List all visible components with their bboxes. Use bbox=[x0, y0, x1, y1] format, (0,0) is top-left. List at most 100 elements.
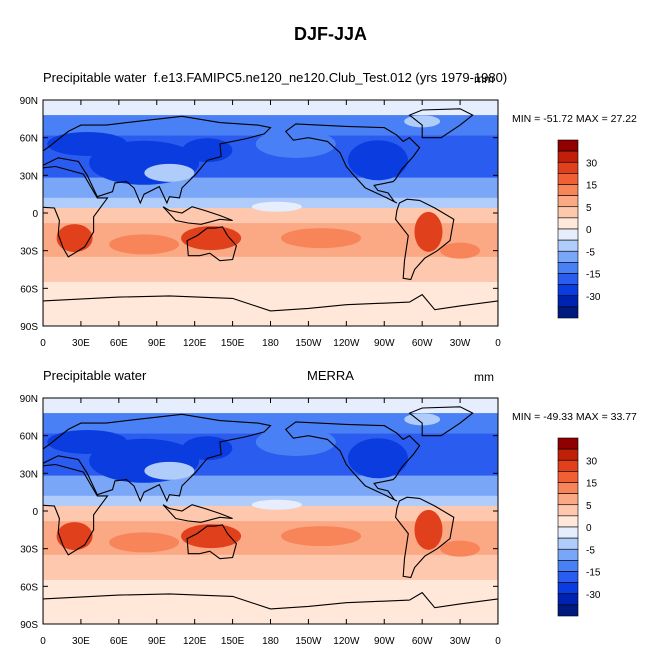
field-blob bbox=[47, 429, 128, 454]
y-tick-label: 60N bbox=[20, 134, 38, 145]
colorbar-swatch bbox=[557, 250, 579, 263]
colorbar-tick-label: -30 bbox=[586, 292, 601, 303]
units-label: mm bbox=[474, 370, 494, 384]
y-tick-label: 30S bbox=[20, 545, 38, 556]
field-blob bbox=[347, 438, 408, 479]
x-tick-label: 0 bbox=[495, 636, 501, 647]
field-blob bbox=[181, 226, 242, 251]
field-band bbox=[43, 505, 498, 522]
colorbar-swatch bbox=[557, 139, 579, 152]
y-tick-label: 60S bbox=[20, 582, 38, 593]
colorbar-swatch bbox=[557, 195, 579, 208]
x-tick-label: 0 bbox=[40, 636, 46, 647]
field-blob bbox=[281, 526, 362, 547]
y-tick-label: 90S bbox=[20, 322, 38, 333]
colorbar-swatch bbox=[557, 284, 579, 297]
greenland-coastline bbox=[408, 406, 474, 437]
colorbar-swatch bbox=[557, 161, 579, 174]
colorbar-swatch bbox=[557, 262, 579, 274]
colorbar-swatch bbox=[557, 548, 579, 561]
colorbar-swatch bbox=[557, 206, 579, 219]
field-blob bbox=[182, 138, 233, 163]
colorbar-swatch bbox=[557, 173, 579, 185]
field-blob bbox=[109, 234, 180, 255]
x-tick-label: 30E bbox=[72, 636, 90, 647]
colorbar-tick-label: 0 bbox=[586, 225, 592, 236]
colorbar-swatch bbox=[557, 482, 579, 494]
field-band bbox=[43, 554, 498, 581]
colorbar-swatch bbox=[557, 571, 579, 583]
left-label: Precipitable water bbox=[43, 368, 147, 383]
field-band bbox=[43, 207, 498, 224]
field-blob bbox=[414, 211, 443, 252]
y-tick-label: 30S bbox=[20, 247, 38, 258]
field-blob bbox=[144, 461, 195, 480]
field-band bbox=[43, 115, 498, 136]
colorbar-tick-label: -15 bbox=[586, 568, 601, 579]
field-blob bbox=[47, 131, 128, 156]
indonesia-coastline bbox=[162, 504, 233, 523]
colorbar-tick-label: 5 bbox=[586, 203, 592, 214]
map-plot: 0 30E 60E 90E 120E 150E 180 150W 120W 90W 60W 30W 09… bbox=[20, 394, 601, 647]
field-layer bbox=[43, 100, 498, 326]
y-tick-label: 60N bbox=[20, 432, 38, 443]
north-america-coastline bbox=[284, 421, 421, 502]
x-tick-label: 180 bbox=[262, 338, 279, 349]
colorbar-swatch bbox=[557, 459, 579, 472]
colorbar-swatch bbox=[557, 273, 579, 285]
colorbar-tick-label: 5 bbox=[586, 501, 592, 512]
antarctica-coastline bbox=[43, 591, 498, 624]
field-blob bbox=[181, 524, 242, 549]
eurasia-coastline bbox=[43, 413, 272, 503]
x-tick-label: 90W bbox=[374, 636, 395, 647]
min-max-label: MIN = -51.72 MAX = 27.22 bbox=[512, 113, 637, 125]
x-tick-label: 30E bbox=[72, 338, 90, 349]
x-tick-label: 0 bbox=[495, 338, 501, 349]
colorbar-swatch bbox=[557, 593, 579, 606]
y-tick-label: 30N bbox=[20, 171, 38, 182]
y-tick-label: 30N bbox=[20, 469, 38, 480]
australia-coastline bbox=[186, 524, 238, 560]
north-america-coastline bbox=[284, 123, 421, 204]
eurasia-coastline bbox=[43, 115, 272, 205]
field-blob bbox=[56, 522, 93, 551]
x-tick-label: 90W bbox=[374, 338, 395, 349]
x-tick-label: 120W bbox=[333, 338, 360, 349]
colorbar-tick-label: 30 bbox=[586, 158, 598, 169]
left-label: Precipitable water bbox=[43, 70, 147, 85]
field-band bbox=[43, 177, 498, 198]
field-blob bbox=[440, 540, 481, 557]
colorbar-swatch bbox=[557, 150, 579, 163]
x-tick-label: 120E bbox=[183, 338, 207, 349]
colorbar-tick-label: -5 bbox=[586, 247, 595, 258]
x-tick-label: 60E bbox=[110, 636, 128, 647]
colorbar-swatch bbox=[557, 184, 579, 196]
map-plot: 0 30E 60E 90E 120E 150E 180 150W 120W 90W 60W 30W 09… bbox=[20, 96, 601, 349]
x-tick-label: 30W bbox=[450, 338, 471, 349]
colorbar-swatch bbox=[557, 217, 579, 230]
center-label: f.e13.FAMIPC5.ne120_ne120.Club_Test.012 … bbox=[153, 70, 508, 85]
south-america-coastline bbox=[395, 496, 455, 579]
field-blob bbox=[281, 228, 362, 249]
field-blob bbox=[440, 242, 481, 259]
field-layer bbox=[43, 398, 498, 624]
x-tick-label: 60W bbox=[412, 636, 433, 647]
y-tick-label: 90N bbox=[20, 394, 38, 405]
field-blob bbox=[251, 201, 302, 212]
units-label: mm bbox=[474, 72, 494, 86]
australia-coastline bbox=[186, 226, 238, 262]
y-tick-label: 0 bbox=[32, 209, 38, 220]
y-tick-label: 90N bbox=[20, 96, 38, 107]
colorbar-swatch bbox=[557, 537, 579, 550]
field-blob bbox=[347, 140, 408, 181]
y-tick-label: 90S bbox=[20, 620, 38, 631]
field-band bbox=[43, 475, 498, 496]
center-label: MERRA bbox=[307, 368, 354, 383]
field-blob bbox=[255, 427, 336, 456]
x-tick-label: 90E bbox=[148, 338, 166, 349]
bottom-panel: Precipitable water MERRA mm MIN = -49.33… bbox=[0, 368, 661, 668]
min-max-label: MIN = -49.33 MAX = 33.77 bbox=[512, 411, 637, 423]
colorbar-swatch bbox=[557, 493, 579, 506]
colorbar-swatch bbox=[557, 526, 579, 539]
colorbar-swatch bbox=[557, 560, 579, 572]
